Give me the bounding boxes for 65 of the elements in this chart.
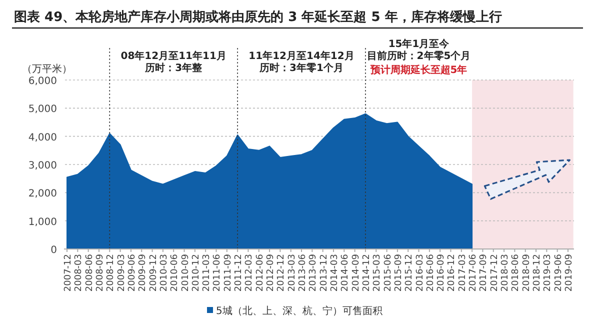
x-tick-label: 2019-09 [564, 254, 574, 292]
x-tick-label: 2014-03 [330, 254, 340, 292]
x-tick-label: 2016-03 [415, 254, 426, 292]
x-tick-label: 2016-12 [447, 254, 458, 292]
y-tick-label: 6,000 [28, 76, 57, 87]
x-tick-label: 2014-12 [362, 254, 372, 292]
y-tick-label: 2,000 [28, 188, 57, 200]
x-tick-label: 2012-06 [255, 254, 266, 292]
x-tick-label: 2015-09 [394, 254, 404, 292]
x-tick-label: 2008-06 [84, 254, 95, 292]
x-tick-label: 2017-12 [490, 254, 500, 292]
x-tick-label: 2011-06 [212, 254, 223, 292]
x-tick-label: 2017-09 [479, 254, 490, 292]
x-tick-label: 2018-09 [522, 254, 532, 292]
x-tick-label: 2008-12 [106, 254, 116, 292]
x-tick-label: 2018-12 [532, 254, 543, 292]
x-tick-label: 2014-09 [351, 254, 362, 292]
chart-title: 图表 49、本轮房地产库存小周期或将由原先的 3 年延长至超 5 年，库存将缓慢上行 [14, 9, 502, 25]
x-tick-label: 2017-06 [468, 254, 479, 292]
x-tick-label: 2018-06 [511, 254, 522, 292]
x-tick-label: 2011-12 [234, 254, 244, 292]
x-tick-label: 2012-09 [266, 254, 276, 292]
x-tick-label: 2010-03 [159, 254, 170, 292]
x-tick-label: 2011-03 [202, 254, 212, 292]
x-tick-label: 2017-03 [458, 254, 468, 292]
x-tick-label: 2010-06 [170, 254, 180, 292]
text: 目前历时：2年零5个月 [366, 50, 471, 62]
x-tick-label: 2015-03 [372, 254, 383, 292]
x-tick-label: 2016-06 [426, 254, 436, 292]
x-tick-label: 2009-06 [127, 254, 138, 292]
x-tick-label: 2009-12 [148, 254, 159, 292]
y-tick-label: 4,000 [28, 132, 57, 144]
x-tick-label: 2010-09 [180, 254, 191, 292]
x-tick-label: 2013-03 [287, 254, 298, 292]
y-axis-title: （万平米） [22, 63, 72, 75]
text: 15年1月至今 [388, 38, 450, 50]
y-tick-label: 0 [50, 245, 57, 256]
x-tick-label: 2012-12 [276, 254, 287, 292]
band-label: 预计周期延长至超5年 [369, 64, 468, 76]
x-tick-label: 2013-12 [319, 254, 330, 292]
x-tick-label: 2013-09 [308, 254, 319, 292]
x-tick-label: 2015-12 [404, 254, 415, 292]
x-tick-label: 2015-06 [383, 254, 394, 292]
x-tick-label: 2009-03 [116, 254, 127, 292]
x-tick-label: 2008-09 [95, 254, 106, 292]
text: 历时：3年零1个月 [258, 62, 344, 74]
x-tick-label: 2007-12 [64, 254, 74, 292]
x-tick-label: 2009-09 [138, 254, 148, 292]
text: 08年12月至11年11月 [120, 50, 226, 62]
y-tick-label: 1,000 [28, 216, 57, 228]
text: 11年12月至14年12月 [248, 50, 354, 62]
legend-label: 5城（北、上、深、杭、宁）可售面积 [216, 305, 382, 317]
x-tick-label: 2012-03 [244, 254, 255, 292]
x-tick-label: 2014-06 [340, 254, 351, 292]
x-tick-label: 2019-03 [543, 254, 554, 292]
x-tick-label: 2016-09 [436, 254, 447, 292]
text: 历时：3年整 [144, 62, 204, 74]
x-tick-label: 2019-06 [554, 254, 564, 292]
x-tick-label: 2013-06 [298, 254, 308, 292]
y-tick-label: 5,000 [28, 104, 57, 116]
x-tick-label: 2018-03 [500, 254, 511, 292]
y-tick-label: 3,000 [28, 160, 57, 172]
x-tick-label: 2008-03 [74, 254, 84, 292]
x-tick-label: 2010-12 [191, 254, 202, 292]
x-tick-label: 2011-09 [223, 254, 234, 292]
